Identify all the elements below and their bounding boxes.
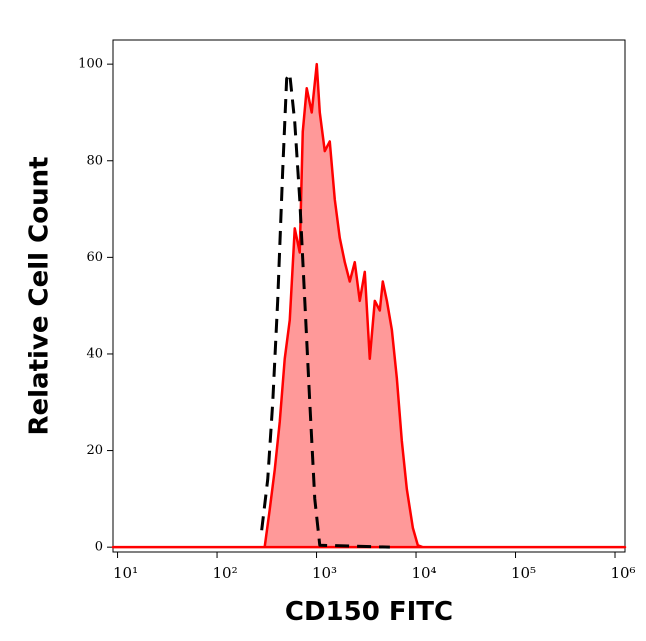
x-tick-label: 10² bbox=[212, 564, 237, 582]
y-tick-label: 60 bbox=[86, 250, 103, 265]
filled-histogram bbox=[111, 62, 627, 549]
x-tick-label: 10⁴ bbox=[411, 564, 436, 582]
x-tick-label: 10⁵ bbox=[511, 564, 536, 582]
x-axis-label: CD150 FITC bbox=[285, 597, 453, 627]
y-tick-label: 40 bbox=[86, 346, 103, 361]
y-tick-label: 0 bbox=[95, 540, 103, 555]
x-tick-label: 10¹ bbox=[113, 564, 138, 582]
y-tick-label: 100 bbox=[78, 57, 103, 72]
y-axis-label: Relative Cell Count bbox=[25, 156, 55, 435]
dashed-histogram bbox=[260, 72, 390, 549]
y-tick-label: 80 bbox=[86, 153, 103, 168]
plot-frame bbox=[112, 39, 626, 553]
y-tick-label: 20 bbox=[86, 443, 103, 458]
x-tick-label: 10⁶ bbox=[610, 564, 635, 582]
x-tick-label: 10³ bbox=[312, 564, 337, 582]
